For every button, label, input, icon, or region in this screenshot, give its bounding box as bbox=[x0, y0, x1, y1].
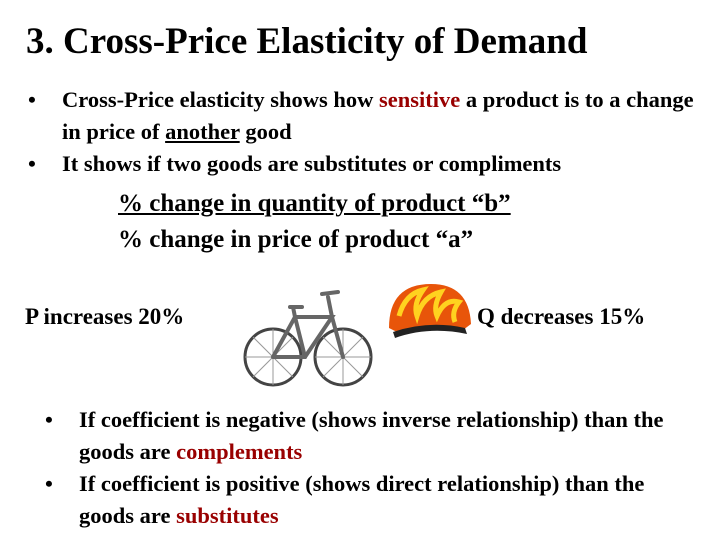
text: If coefficient is negative (shows invers… bbox=[79, 407, 664, 464]
formula-numerator: % change in quantity of product “b” bbox=[118, 190, 511, 217]
right-label: Q decreases 15% bbox=[477, 304, 646, 329]
text: If coefficient is positive (shows direct… bbox=[79, 471, 645, 528]
formula-denominator: % change in price of product “a” bbox=[118, 226, 474, 253]
left-label: P increases 20% bbox=[25, 304, 185, 329]
bullet: It shows if two goods are substitutes or… bbox=[28, 148, 708, 180]
highlight: sensitive bbox=[379, 87, 461, 112]
bullet-list: Cross-Price elasticity shows how sensiti… bbox=[28, 84, 708, 180]
bullet: Cross-Price elasticity shows how sensiti… bbox=[28, 84, 708, 148]
bullet: If coefficient is positive (shows direct… bbox=[45, 468, 705, 532]
text: Cross-Price elasticity shows how bbox=[62, 87, 380, 112]
text: good bbox=[239, 119, 292, 144]
text: It shows if two goods are substitutes or… bbox=[62, 151, 562, 176]
helmet-image bbox=[389, 284, 471, 338]
slide-title: 3. Cross-Price Elasticity of Demand bbox=[26, 21, 588, 62]
underlined: another bbox=[165, 119, 240, 144]
bicycle-image bbox=[243, 290, 373, 387]
highlight: complements bbox=[176, 439, 303, 464]
text: a product is to a change in price of bbox=[62, 87, 694, 144]
bullet: If coefficient is negative (shows invers… bbox=[45, 404, 705, 468]
highlight: substitutes bbox=[176, 503, 279, 528]
bottom-bullet-list: If coefficient is negative (shows invers… bbox=[45, 404, 705, 532]
